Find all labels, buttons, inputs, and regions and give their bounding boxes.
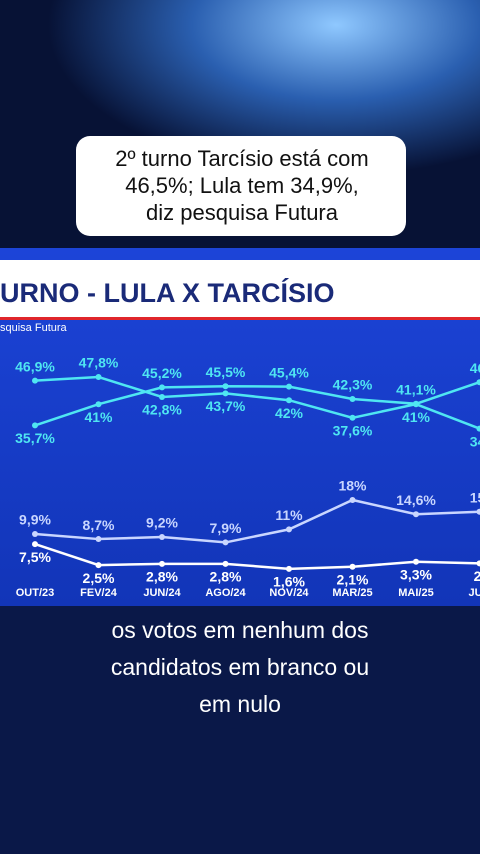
point <box>286 526 292 533</box>
x-tick-label: AGO/24 <box>205 587 246 599</box>
point <box>159 533 165 540</box>
headline-line: 46,5%; Lula tem 34,9%, <box>125 173 359 198</box>
x-tick-label: JUN/24 <box>143 587 181 599</box>
data-label: 7,5% <box>19 549 51 565</box>
point <box>95 562 102 569</box>
point <box>222 560 229 567</box>
x-tick-label: MAI/25 <box>398 587 433 599</box>
series-line <box>34 542 480 571</box>
headline-bubble <box>76 136 406 236</box>
x-tick-label: JUN <box>468 587 480 599</box>
data-label: 11% <box>275 507 303 523</box>
data-label: 45,4% <box>269 364 309 380</box>
data-label: 7,9% <box>210 520 242 536</box>
data-label: 2,8% <box>210 569 242 585</box>
chart-subtitle: squisa Futura <box>0 322 68 334</box>
x-tick-label: MAR/25 <box>332 587 372 599</box>
point <box>413 401 419 408</box>
data-label: 34, <box>470 433 480 449</box>
point <box>222 539 229 546</box>
data-label: 3,3% <box>400 566 432 582</box>
data-label: 1,6% <box>273 574 305 590</box>
point <box>476 425 480 432</box>
point <box>32 531 38 538</box>
data-label: 47,8% <box>79 355 119 371</box>
point <box>476 560 480 567</box>
point <box>159 560 165 567</box>
point <box>95 374 102 380</box>
title-underline <box>0 317 480 320</box>
point <box>32 377 38 384</box>
point <box>159 394 165 400</box>
point <box>286 383 292 390</box>
data-label: 42,8% <box>142 402 182 418</box>
data-label: 42,3% <box>333 377 373 393</box>
point <box>159 384 165 391</box>
point <box>32 541 38 548</box>
point <box>349 414 356 421</box>
point <box>349 396 356 402</box>
point <box>95 536 102 543</box>
data-label: 45,2% <box>142 365 182 381</box>
x-tick-label: FEV/24 <box>80 587 118 599</box>
data-label: 9,9% <box>19 512 51 528</box>
data-label: 2,8% <box>146 569 178 585</box>
caption-line: em nulo <box>199 691 281 717</box>
data-label: 15, <box>470 489 480 505</box>
data-label: 41,1% <box>396 382 436 398</box>
point <box>349 497 356 503</box>
data-label: 37,6% <box>333 423 373 439</box>
data-label: 14,6% <box>396 492 436 508</box>
point <box>286 397 292 404</box>
point <box>349 563 356 570</box>
data-label: 2, <box>474 568 480 584</box>
point <box>222 390 229 397</box>
point <box>95 401 102 408</box>
point <box>32 422 38 429</box>
data-label: 46, <box>470 360 480 376</box>
caption-line: os votos em nenhum dos <box>112 617 369 643</box>
x-tick-label: NOV/24 <box>269 587 309 599</box>
caption-line: candidatos em branco ou <box>111 654 369 680</box>
data-label: 41% <box>402 409 431 425</box>
data-label: 18% <box>338 478 367 494</box>
series-line <box>34 381 480 427</box>
headline-line: diz pesquisa Futura <box>146 200 339 225</box>
title-bar <box>0 260 480 318</box>
point <box>286 565 292 572</box>
headline-line: 2º turno Tarcísio está com <box>115 146 368 171</box>
data-label: 46,9% <box>15 358 55 374</box>
series-line <box>34 498 480 544</box>
x-tick-label: OUT/23 <box>16 587 55 599</box>
data-label: 42% <box>275 405 304 421</box>
data-label: 45,5% <box>206 364 246 380</box>
data-label: 41% <box>84 409 113 425</box>
point <box>476 508 480 515</box>
data-label: 8,7% <box>83 517 115 533</box>
data-label: 43,7% <box>206 398 246 414</box>
point <box>222 383 229 390</box>
point <box>413 511 419 518</box>
data-label: 2,5% <box>83 570 115 586</box>
point <box>476 379 480 386</box>
background-bottom <box>0 605 480 854</box>
point <box>413 558 419 565</box>
data-label: 35,7% <box>15 430 55 446</box>
chart-title: URNO - LULA X TARCÍSIO <box>0 277 334 308</box>
series-line <box>34 375 480 430</box>
data-label: 9,2% <box>146 515 178 531</box>
data-label: 2,1% <box>337 571 369 587</box>
